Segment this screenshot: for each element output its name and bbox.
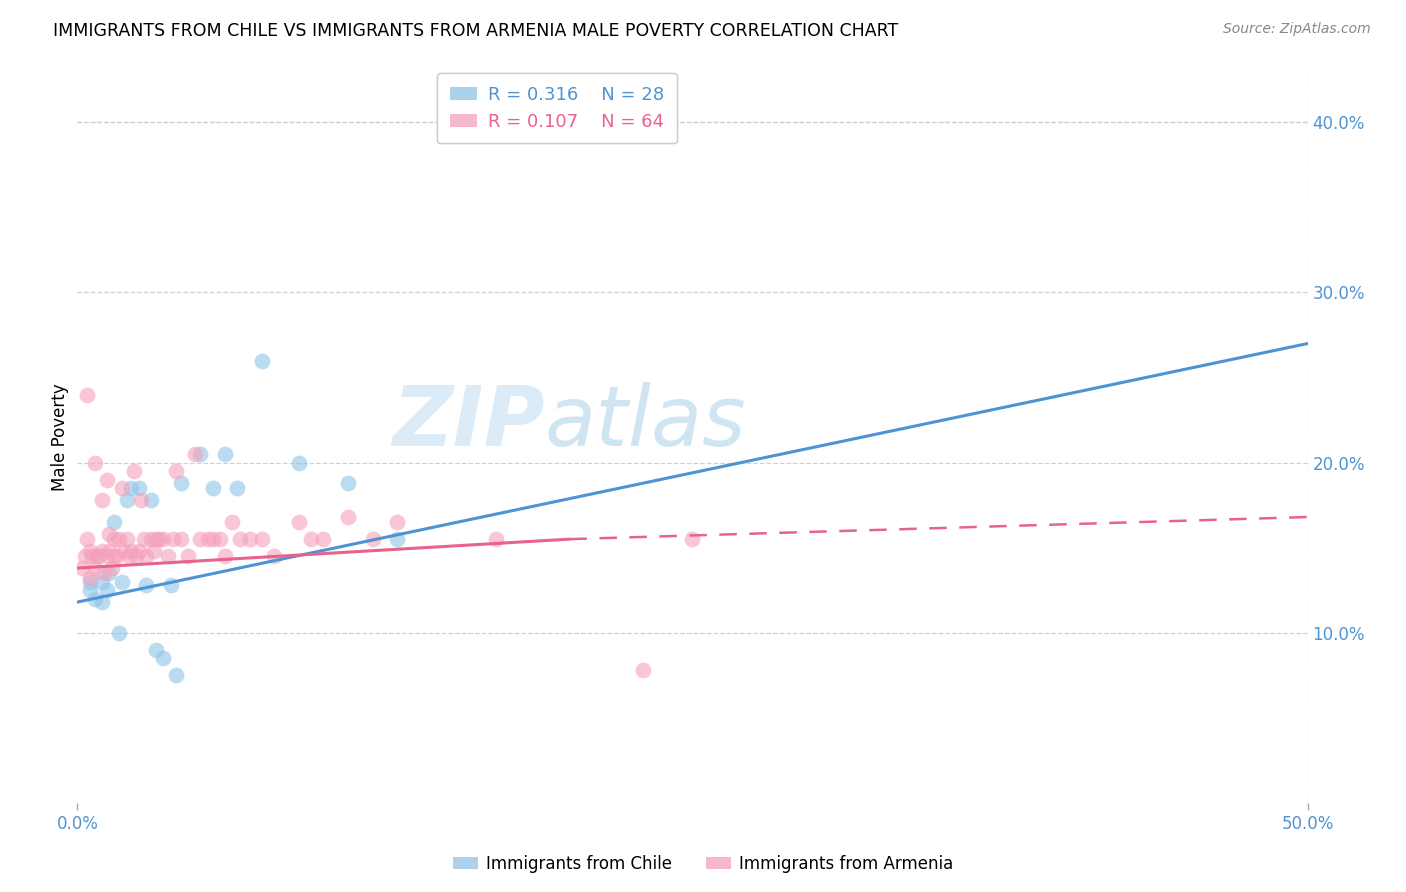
Point: [86, 549, 108, 563]
Point: [76, 532, 98, 546]
Point: [209, 532, 232, 546]
Point: [190, 532, 212, 546]
Point: [361, 532, 384, 546]
Point: [96, 583, 118, 598]
Point: [288, 456, 311, 470]
Point: [135, 578, 157, 592]
Point: [70, 561, 93, 575]
Point: [122, 464, 145, 478]
Point: [90, 493, 114, 508]
Text: IMMIGRANTS FROM CHILE VS IMMIGRANTS FROM ARMENIA MALE POVERTY CORRELATION CHART: IMMIGRANTS FROM CHILE VS IMMIGRANTS FROM…: [53, 22, 898, 40]
Point: [131, 493, 153, 508]
Point: [229, 532, 252, 546]
Point: [190, 447, 212, 461]
Point: [239, 532, 262, 546]
Point: [152, 532, 174, 546]
Point: [90, 544, 114, 558]
Point: [170, 475, 193, 490]
Point: [162, 532, 184, 546]
Point: [112, 544, 135, 558]
Point: [118, 549, 141, 563]
Point: [90, 574, 114, 589]
Point: [96, 473, 118, 487]
Point: [76, 387, 98, 401]
Point: [98, 527, 121, 541]
Point: [89, 549, 111, 563]
Point: [633, 663, 655, 677]
Point: [387, 532, 409, 546]
Point: [299, 532, 322, 546]
Point: [165, 464, 187, 478]
Text: atlas: atlas: [546, 382, 747, 463]
Point: [337, 475, 360, 490]
Point: [201, 532, 224, 546]
Point: [111, 481, 132, 495]
Point: [79, 571, 101, 585]
Point: [108, 625, 131, 640]
Point: [108, 532, 131, 546]
Point: [263, 549, 285, 563]
Point: [83, 456, 105, 470]
Point: [111, 574, 132, 589]
Point: [103, 532, 125, 546]
Point: [121, 544, 143, 558]
Point: [145, 532, 167, 546]
Point: [201, 481, 224, 495]
Point: [485, 532, 508, 546]
Point: [145, 642, 167, 657]
Point: [103, 549, 125, 563]
Point: [214, 447, 236, 461]
Point: [221, 515, 243, 529]
Point: [79, 583, 101, 598]
Point: [148, 532, 170, 546]
Point: [90, 595, 114, 609]
Point: [105, 549, 128, 563]
Point: [83, 591, 105, 606]
Point: [337, 510, 360, 524]
Point: [177, 549, 200, 563]
Point: [103, 515, 125, 529]
Y-axis label: Male Poverty: Male Poverty: [51, 384, 69, 491]
Point: [79, 574, 101, 589]
Point: [197, 532, 219, 546]
Point: [250, 353, 273, 368]
Point: [121, 481, 143, 495]
Point: [141, 532, 163, 546]
Point: [93, 566, 115, 581]
Point: [250, 532, 273, 546]
Point: [101, 561, 124, 575]
Point: [98, 566, 121, 581]
Legend: Immigrants from Chile, Immigrants from Armenia: Immigrants from Chile, Immigrants from A…: [446, 848, 960, 880]
Point: [132, 532, 155, 546]
Point: [98, 544, 121, 558]
Point: [128, 481, 150, 495]
Point: [184, 447, 207, 461]
Point: [115, 532, 138, 546]
Point: [73, 549, 96, 563]
Point: [312, 532, 335, 546]
Point: [165, 668, 187, 682]
Point: [82, 549, 104, 563]
Text: ZIP: ZIP: [392, 382, 546, 463]
Point: [141, 493, 163, 508]
Point: [682, 532, 704, 546]
Point: [79, 544, 101, 558]
Point: [214, 549, 236, 563]
Point: [115, 493, 138, 508]
Point: [83, 561, 105, 575]
Point: [128, 544, 150, 558]
Text: Source: ZipAtlas.com: Source: ZipAtlas.com: [1223, 22, 1371, 37]
Point: [160, 578, 183, 592]
Point: [288, 515, 311, 529]
Point: [96, 549, 118, 563]
Point: [142, 544, 165, 558]
Legend: R = 0.316    N = 28, R = 0.107    N = 64: R = 0.316 N = 28, R = 0.107 N = 64: [437, 73, 676, 144]
Point: [170, 532, 193, 546]
Point: [135, 549, 157, 563]
Point: [125, 549, 148, 563]
Point: [226, 481, 249, 495]
Point: [157, 549, 180, 563]
Point: [152, 651, 174, 665]
Point: [387, 515, 409, 529]
